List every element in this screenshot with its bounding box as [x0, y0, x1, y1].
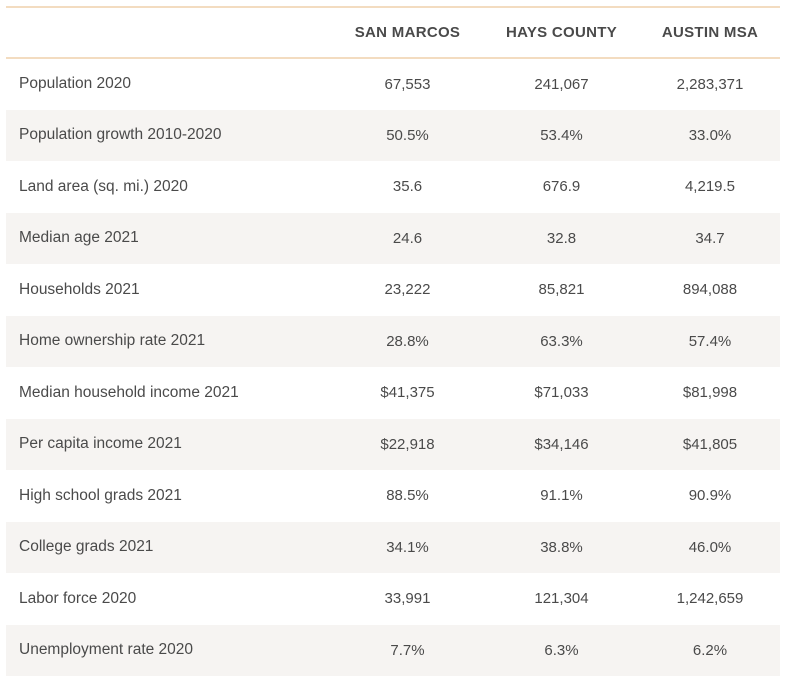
cell-san-marcos: 50.5% [386, 126, 429, 144]
row-label: Population growth 2010-2020 [19, 126, 222, 144]
cell-hays-county: 241,067 [534, 75, 589, 93]
demographics-table: SAN MARCOS HAYS COUNTY AUSTIN MSA Popula… [6, 6, 780, 676]
table-row: Labor force 2020 33,991 121,304 1,242,65… [6, 573, 780, 625]
cell-austin-msa: 90.9% [688, 487, 732, 505]
table-row: Land area (sq. mi.) 2020 35.6 676.9 4,21… [6, 161, 780, 213]
table-header: SAN MARCOS HAYS COUNTY AUSTIN MSA [6, 7, 780, 58]
cell-hays-county: 91.1% [540, 487, 583, 505]
cell-san-marcos: 23,222 [384, 281, 431, 299]
row-label: Labor force 2020 [19, 589, 137, 607]
row-label: Population 2020 [19, 75, 132, 93]
cell-san-marcos: 28.8% [386, 332, 429, 350]
table-row: Households 2021 23,222 85,821 894,088 [6, 264, 780, 316]
header-label-column [6, 7, 332, 58]
cell-san-marcos: $22,918 [380, 435, 435, 453]
cell-austin-msa: 6.2% [692, 641, 728, 659]
cell-hays-county: 38.8% [540, 538, 583, 556]
row-label: Home ownership rate 2021 [19, 332, 206, 350]
cell-austin-msa: 33.0% [688, 126, 732, 144]
row-label: Median age 2021 [19, 229, 139, 247]
table-row: Median household income 2021 $41,375 $71… [6, 367, 780, 419]
cell-austin-msa: 57.4% [688, 332, 732, 350]
cell-austin-msa: 34.7 [695, 229, 725, 247]
cell-hays-county: 676.9 [542, 178, 581, 196]
cell-san-marcos: 7.7% [390, 641, 425, 659]
header-austin-msa: AUSTIN MSA [661, 24, 759, 41]
cell-hays-county: $71,033 [534, 384, 589, 402]
row-label: College grads 2021 [19, 538, 154, 556]
cell-hays-county: 85,821 [538, 281, 585, 299]
table-row: Unemployment rate 2020 7.7% 6.3% 6.2% [6, 624, 780, 676]
table-body: Population 2020 67,553 241,067 2,283,371… [6, 58, 780, 676]
demographics-table-container: SAN MARCOS HAYS COUNTY AUSTIN MSA Popula… [6, 6, 780, 676]
header-hays-county: HAYS COUNTY [505, 24, 618, 41]
table-row: Population growth 2010-2020 50.5% 53.4% … [6, 109, 780, 161]
row-label: Median household income 2021 [19, 383, 239, 401]
table-row: College grads 2021 34.1% 38.8% 46.0% [6, 521, 780, 573]
cell-san-marcos: 24.6 [392, 229, 423, 247]
row-label: Unemployment rate 2020 [19, 641, 194, 659]
table-row: Home ownership rate 2021 28.8% 63.3% 57.… [6, 315, 780, 367]
cell-austin-msa: $81,998 [682, 384, 738, 402]
cell-austin-msa: 1,242,659 [676, 590, 744, 608]
cell-hays-county: $34,146 [534, 435, 589, 453]
cell-austin-msa: $41,805 [682, 435, 738, 453]
row-label: Households 2021 [19, 280, 140, 298]
cell-hays-county: 121,304 [534, 590, 589, 608]
cell-austin-msa: 4,219.5 [684, 178, 736, 196]
cell-hays-county: 32.8 [546, 229, 577, 247]
table-row: High school grads 2021 88.5% 91.1% 90.9% [6, 470, 780, 522]
cell-austin-msa: 894,088 [682, 281, 738, 299]
header-row: SAN MARCOS HAYS COUNTY AUSTIN MSA [6, 7, 780, 58]
table-row: Per capita income 2021 $22,918 $34,146 $… [6, 418, 780, 470]
table-row: Median age 2021 24.6 32.8 34.7 [6, 212, 780, 264]
row-label: Per capita income 2021 [19, 435, 182, 453]
cell-san-marcos: 67,553 [384, 75, 431, 93]
row-label: Land area (sq. mi.) 2020 [19, 177, 188, 195]
cell-san-marcos: 88.5% [386, 487, 429, 505]
cell-san-marcos: $41,375 [380, 384, 435, 402]
cell-hays-county: 6.3% [544, 641, 579, 659]
table-row: Population 2020 67,553 241,067 2,283,371 [6, 58, 780, 110]
cell-san-marcos: 34.1% [386, 538, 429, 556]
header-san-marcos: SAN MARCOS [354, 24, 461, 41]
cell-hays-county: 63.3% [540, 332, 583, 350]
cell-san-marcos: 35.6 [392, 178, 423, 196]
cell-hays-county: 53.4% [540, 126, 583, 144]
cell-san-marcos: 33,991 [384, 590, 431, 608]
row-label: High school grads 2021 [19, 486, 182, 504]
cell-austin-msa: 2,283,371 [676, 75, 744, 93]
cell-austin-msa: 46.0% [688, 538, 732, 556]
